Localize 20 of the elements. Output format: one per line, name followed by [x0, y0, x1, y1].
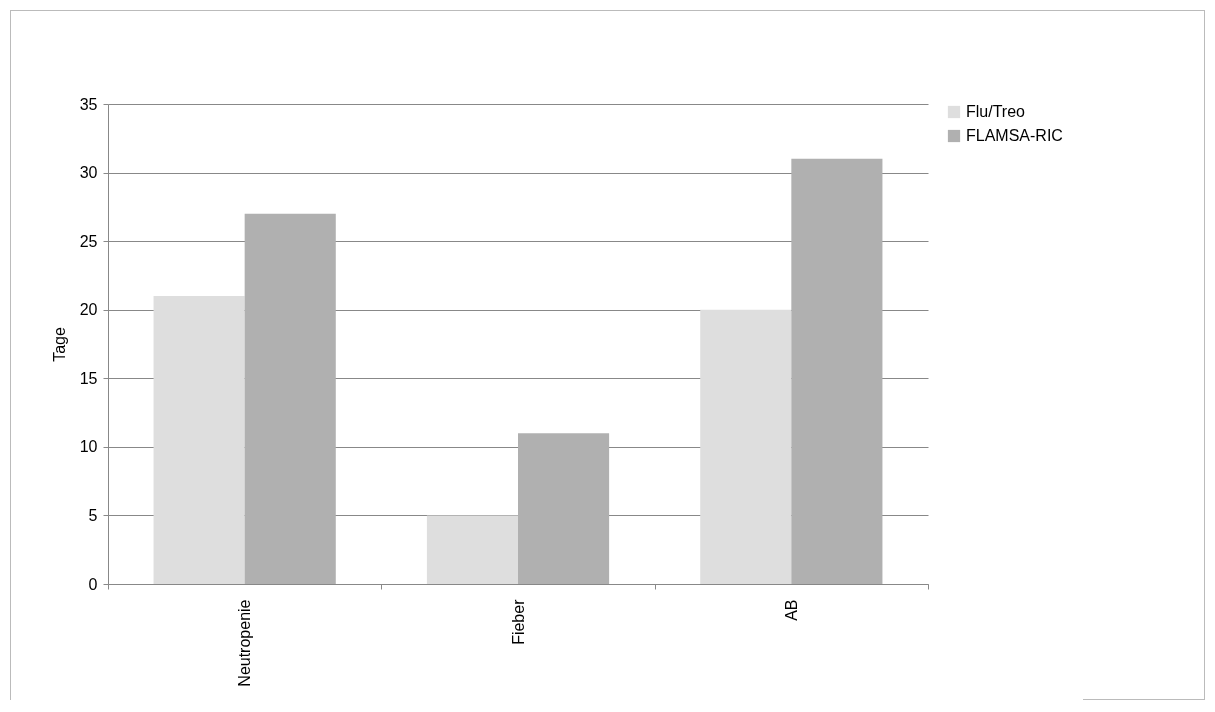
y-tick-label: 35	[79, 95, 98, 113]
y-tick-label: 15	[79, 369, 98, 387]
bar	[518, 433, 610, 584]
x-tick-label: Neutropenie	[236, 599, 254, 687]
y-tick-label: 30	[79, 164, 98, 182]
legend-label: FLAMSA-RIC	[966, 127, 1063, 144]
legend-label: Flu/Treo	[966, 103, 1026, 120]
y-axis-title: Tage	[50, 327, 68, 362]
y-tick-label: 25	[79, 232, 98, 250]
x-tick-label: Fieber	[509, 598, 527, 645]
y-tick-label: 20	[79, 301, 98, 319]
y-tick-label: 0	[88, 575, 98, 593]
bar	[700, 309, 792, 584]
bar	[244, 213, 336, 584]
bar	[426, 515, 518, 584]
y-tick-label: 5	[88, 506, 98, 524]
bar	[791, 158, 883, 584]
y-tick-label: 10	[79, 438, 98, 456]
bar	[153, 296, 245, 584]
x-tick-label: AB	[782, 599, 800, 621]
